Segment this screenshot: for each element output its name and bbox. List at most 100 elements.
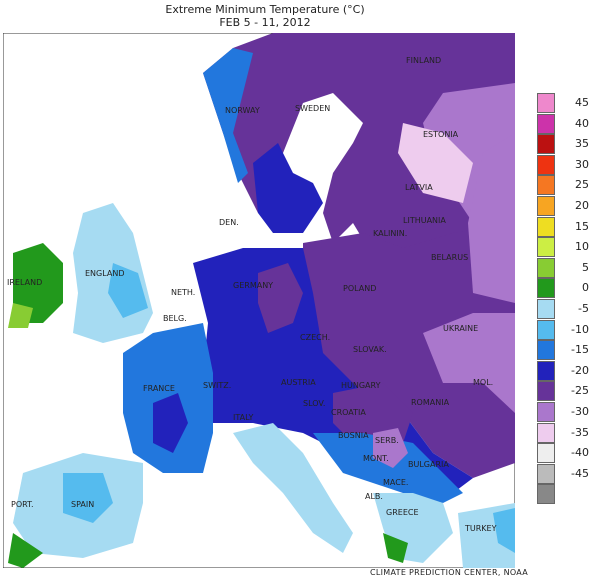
legend-swatch	[537, 257, 555, 278]
label-germany: GERMANY	[233, 281, 273, 290]
legend-swatch	[537, 402, 555, 422]
color-legend: 45 40 35 30 25 20 15 10 5 0 -5 -10 -15 -20 -25 -30 -35 -4…	[535, 93, 590, 513]
map-title: Extreme Minimum Temperature (°C)	[165, 3, 365, 16]
legend-swatch	[537, 484, 555, 505]
legend-swatch	[537, 319, 555, 340]
label-greece: GREECE	[386, 508, 419, 517]
legend-swatch	[537, 463, 555, 484]
england-mid	[108, 263, 148, 318]
label-bulgaria: BULGARIA	[408, 460, 449, 469]
label-slovak: SLOVAK.	[353, 345, 387, 354]
legend-swatch	[537, 381, 555, 402]
label-spain: SPAIN	[71, 500, 94, 509]
label-mace: MACE.	[383, 478, 408, 487]
russia-east-light	[468, 133, 515, 303]
label-kalinin: KALININ.	[373, 229, 407, 238]
legend-label: 5	[582, 260, 589, 274]
credit-text: CLIMATE PREDICTION CENTER, NOAA	[370, 568, 529, 577]
legend-swatch	[537, 299, 555, 319]
legend-swatch	[537, 422, 555, 443]
legend-swatch	[537, 93, 555, 113]
label-mont: MONT.	[363, 454, 389, 463]
legend-label: 30	[575, 157, 589, 171]
legend-swatch	[537, 360, 555, 381]
legend-swatch	[537, 278, 555, 299]
legend-label: 20	[575, 199, 589, 212]
label-france: FRANCE	[143, 384, 175, 393]
label-england: ENGLAND	[85, 269, 125, 278]
label-slov: SLOV.	[303, 399, 325, 408]
label-lithuania: LITHUANIA	[403, 216, 446, 225]
spain-interior	[63, 473, 113, 523]
sweden-south	[253, 143, 323, 233]
legend-label: -5	[578, 302, 589, 315]
italy-land	[233, 423, 353, 553]
legend-label: 40	[575, 116, 589, 130]
label-bosnia: BOSNIA	[338, 431, 369, 440]
label-poland: POLAND	[343, 284, 376, 293]
label-belg: BELG.	[163, 314, 187, 323]
label-ireland: IRELAND	[7, 278, 42, 287]
label-italy: ITALY	[233, 413, 253, 422]
legend-swatch	[537, 134, 555, 155]
ukraine-light	[423, 313, 515, 413]
label-hungary: HUNGARY	[341, 381, 381, 390]
legend-label: 45	[575, 96, 589, 109]
label-moldova: MOL.	[473, 378, 493, 387]
legend-label: 25	[575, 178, 589, 192]
legend-swatch	[537, 175, 555, 196]
label-estonia: ESTONIA	[423, 130, 459, 139]
label-austria: AUSTRIA	[281, 378, 316, 387]
legend-label: 35	[575, 137, 589, 151]
legend-swatch	[537, 443, 555, 464]
label-switz: SWITZ.	[203, 381, 231, 390]
legend-label: -40	[571, 446, 589, 460]
legend-label: -25	[571, 384, 589, 398]
legend-label: -35	[571, 425, 589, 439]
label-czech: CZECH.	[300, 333, 330, 342]
ireland-land	[13, 243, 63, 323]
legend-swatch	[537, 196, 555, 216]
norway-coast	[203, 48, 253, 183]
label-norway: NORWAY	[225, 106, 260, 115]
balkans-land	[313, 433, 463, 503]
legend-label: -20	[571, 363, 589, 377]
map-subtitle: FEB 5 - 11, 2012	[219, 16, 311, 29]
legend-swatch	[537, 216, 555, 237]
france-cold-core	[153, 393, 188, 453]
legend-swatch	[537, 237, 555, 258]
legend-label: -45	[571, 466, 589, 480]
label-port: PORT.	[11, 500, 34, 509]
label-romania: ROMANIA	[411, 398, 450, 407]
ireland-coast	[8, 303, 33, 328]
label-neth: NETH.	[171, 288, 195, 297]
legend-label: 10	[575, 240, 589, 254]
label-finland: FINLAND	[406, 56, 441, 65]
legend-label: -10	[571, 322, 589, 336]
turkey-cold	[493, 508, 515, 553]
moldova-dark	[443, 383, 503, 433]
estonia-pale	[398, 123, 473, 203]
greece-green	[383, 533, 408, 563]
label-alb: ALB.	[365, 492, 383, 501]
legend-label: -30	[571, 405, 589, 418]
iberia-coast	[8, 533, 43, 568]
legend-label: 0	[582, 281, 589, 295]
label-ukraine: UKRAINE	[443, 324, 478, 333]
label-croatia: CROATIA	[331, 408, 366, 417]
legend-swatch	[537, 340, 555, 361]
hungary-purple	[333, 383, 413, 443]
label-latvia: LATVIA	[405, 183, 433, 192]
label-turkey: TURKEY	[464, 524, 497, 533]
legend-label: -15	[571, 343, 589, 357]
germany-purple-pocket	[258, 263, 303, 333]
legend-swatch	[537, 154, 555, 175]
serbia-purple	[373, 428, 408, 468]
label-belarus: BELARUS	[431, 253, 468, 262]
label-sweden: SWEDEN	[295, 104, 330, 113]
label-denmark: DEN.	[219, 218, 239, 227]
legend-swatch	[537, 113, 555, 134]
temperature-map: FINLAND NORWAY SWEDEN ESTONIA LATVIA LIT…	[3, 33, 515, 568]
label-serb: SERB.	[375, 436, 399, 445]
legend-label: 15	[575, 219, 589, 233]
